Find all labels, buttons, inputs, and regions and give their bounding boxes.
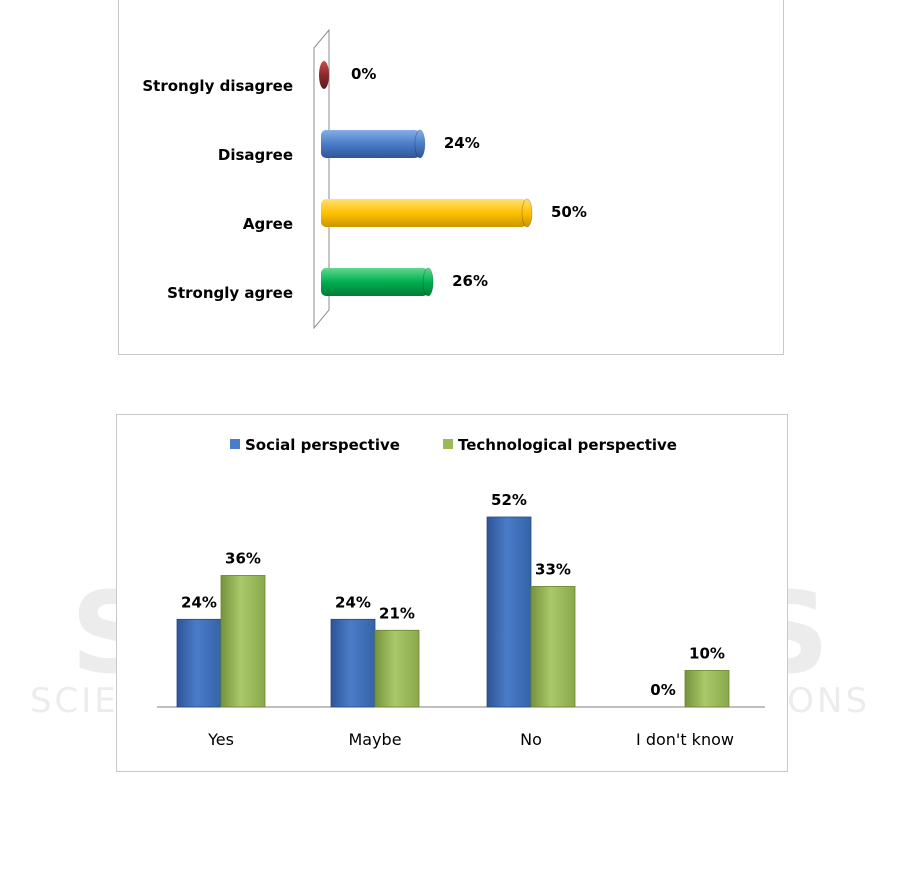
category-label-strongly-disagree: Strongly disagree	[142, 77, 293, 95]
value-label-disagree: 24%	[444, 134, 480, 152]
legend-label-technological: Technological perspective	[458, 436, 677, 454]
value-label-yes-social-perspective: 24%	[181, 593, 217, 611]
bar-yes-social-perspective	[176, 618, 222, 708]
legend-label-social: Social perspective	[245, 436, 400, 454]
bar-disagree	[321, 129, 426, 159]
bar-no-social-perspective	[486, 516, 532, 708]
category-label-i-don-t-know: I don't know	[636, 730, 734, 749]
legend: Social perspective Technological perspec…	[230, 436, 677, 454]
value-label-strongly-agree: 26%	[452, 272, 488, 290]
value-label-no-technological-perspective: 33%	[535, 560, 571, 578]
bar-i-don-t-know-technological-perspective	[684, 670, 730, 708]
axis-wall	[313, 28, 330, 330]
value-label-no-social-perspective: 52%	[491, 491, 527, 509]
bar-no-technological-perspective	[530, 586, 576, 708]
value-label-agree: 50%	[551, 203, 587, 221]
value-label-strongly-disagree: 0%	[351, 65, 376, 83]
bar-maybe-technological-perspective	[374, 629, 420, 708]
perspective-chart-svg: Social perspective Technological perspec…	[157, 436, 765, 749]
bar-agree	[321, 198, 533, 228]
legend-swatch-technological	[443, 439, 453, 449]
category-label-maybe: Maybe	[348, 730, 401, 749]
value-label-maybe-social-perspective: 24%	[335, 593, 371, 611]
bar-maybe-social-perspective	[330, 618, 376, 708]
bar-yes-technological-perspective	[220, 575, 266, 708]
value-label-i-don-t-know-social-perspective: 0%	[650, 681, 675, 699]
value-label-yes-technological-perspective: 36%	[225, 549, 261, 567]
category-label-yes: Yes	[207, 730, 234, 749]
bar-strongly-agree	[321, 267, 434, 297]
category-label-disagree: Disagree	[218, 146, 293, 164]
category-label-strongly-agree: Strongly agree	[167, 284, 293, 302]
category-label-agree: Agree	[243, 215, 293, 233]
bar-strongly-disagree	[319, 61, 329, 89]
agreement-chart-svg: Strongly disagree 0% Disagree 24% Agree 50% St…	[142, 28, 587, 330]
agreement-chart: Strongly disagree 0% Disagree 24% Agree 50% St…	[118, 0, 784, 355]
value-label-maybe-technological-perspective: 21%	[379, 604, 415, 622]
legend-swatch-social	[230, 439, 240, 449]
value-label-i-don-t-know-technological-perspective: 10%	[689, 644, 725, 662]
perspective-chart: Social perspective Technological perspec…	[116, 414, 788, 772]
category-label-no: No	[520, 730, 542, 749]
